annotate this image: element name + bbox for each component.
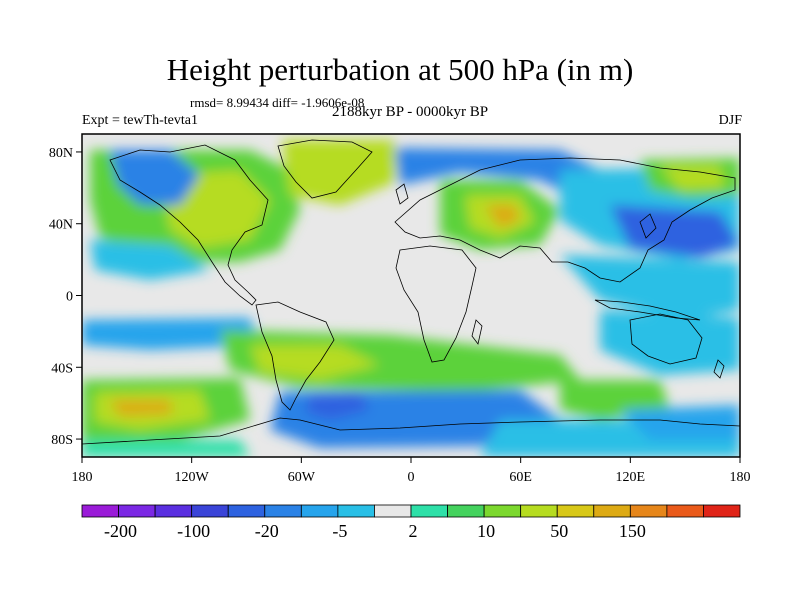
contour-region — [610, 205, 740, 258]
colorbar-label: 2 — [409, 521, 418, 541]
colorbar-label: -5 — [332, 521, 347, 541]
colorbar-swatch — [703, 504, 741, 518]
colorbar-swatch — [410, 504, 448, 518]
colorbar — [81, 504, 741, 518]
lat-tick-label: 80S — [51, 433, 73, 448]
colorbar-swatch — [81, 504, 119, 518]
colorbar-swatch — [666, 504, 704, 518]
lon-tick-label: 60E — [509, 470, 532, 485]
contour-region — [90, 240, 210, 280]
contour-region — [395, 148, 600, 200]
contour-region — [620, 405, 740, 440]
colorbar-swatch — [556, 504, 595, 518]
lat-tick-label: 40S — [51, 361, 73, 376]
season-label: DJF — [718, 113, 742, 128]
lat-tick-label: 40N — [49, 218, 73, 233]
colorbar-swatch — [154, 504, 193, 518]
coastlines — [82, 139, 740, 445]
map-title: Height perturbation at 500 hPa (in m) — [166, 52, 634, 87]
colorbar-swatch — [483, 504, 522, 518]
experiment-label: Expt = tewTh-tevta1 — [82, 113, 198, 128]
rmsd-stats: rmsd= 8.99434 diff= -1.9606e-08 — [190, 95, 365, 110]
colorbar-swatch — [374, 504, 412, 518]
colorbar-swatch — [629, 504, 668, 518]
lon-tick-label: 120E — [616, 470, 646, 485]
colorbar-label: 150 — [619, 521, 646, 541]
contour-region — [82, 318, 260, 350]
colorbar-label: -100 — [177, 521, 210, 541]
colorbar-swatch — [118, 504, 156, 518]
contour-region — [282, 140, 395, 205]
contour-region — [110, 400, 172, 416]
longitude-axis: 180 120W 60W 0 60E 120E 180 — [72, 457, 751, 485]
lon-tick-label: 180 — [730, 470, 751, 485]
contour-region — [660, 166, 725, 190]
lon-tick-label: 60W — [288, 470, 316, 485]
contour-region — [82, 440, 250, 457]
colorbar-swatch — [593, 504, 631, 518]
latitude-axis: 80N 40N 0 40S 80S — [49, 146, 82, 448]
lon-tick-label: 120W — [175, 470, 210, 485]
contour-field — [82, 134, 740, 457]
contour-region — [600, 310, 740, 375]
colorbar-swatch — [337, 504, 375, 518]
contour-region — [485, 205, 520, 228]
colorbar-label: 50 — [550, 521, 568, 541]
colorbar-labels: -200 -100 -20 -5 2 10 50 150 — [104, 521, 646, 541]
colorbar-swatch — [264, 504, 302, 518]
colorbar-swatch — [227, 504, 266, 518]
lon-tick-label: 180 — [72, 470, 93, 485]
lat-tick-label: 0 — [66, 290, 73, 305]
lat-tick-label: 80N — [49, 146, 73, 161]
lon-tick-label: 0 — [408, 470, 415, 485]
contour-region — [250, 345, 380, 380]
colorbar-swatch — [447, 504, 485, 518]
contour-region — [110, 150, 200, 205]
period-subtitle: 2188kyr BP - 0000kyr BP — [331, 104, 489, 120]
colorbar-swatch — [300, 504, 339, 518]
colorbar-label: -200 — [104, 521, 137, 541]
colorbar-label: 10 — [477, 521, 495, 541]
colorbar-swatch — [191, 504, 229, 518]
colorbar-label: -20 — [255, 521, 279, 541]
colorbar-swatch — [520, 504, 558, 518]
contour-region — [305, 392, 370, 420]
contour-region — [560, 255, 740, 320]
